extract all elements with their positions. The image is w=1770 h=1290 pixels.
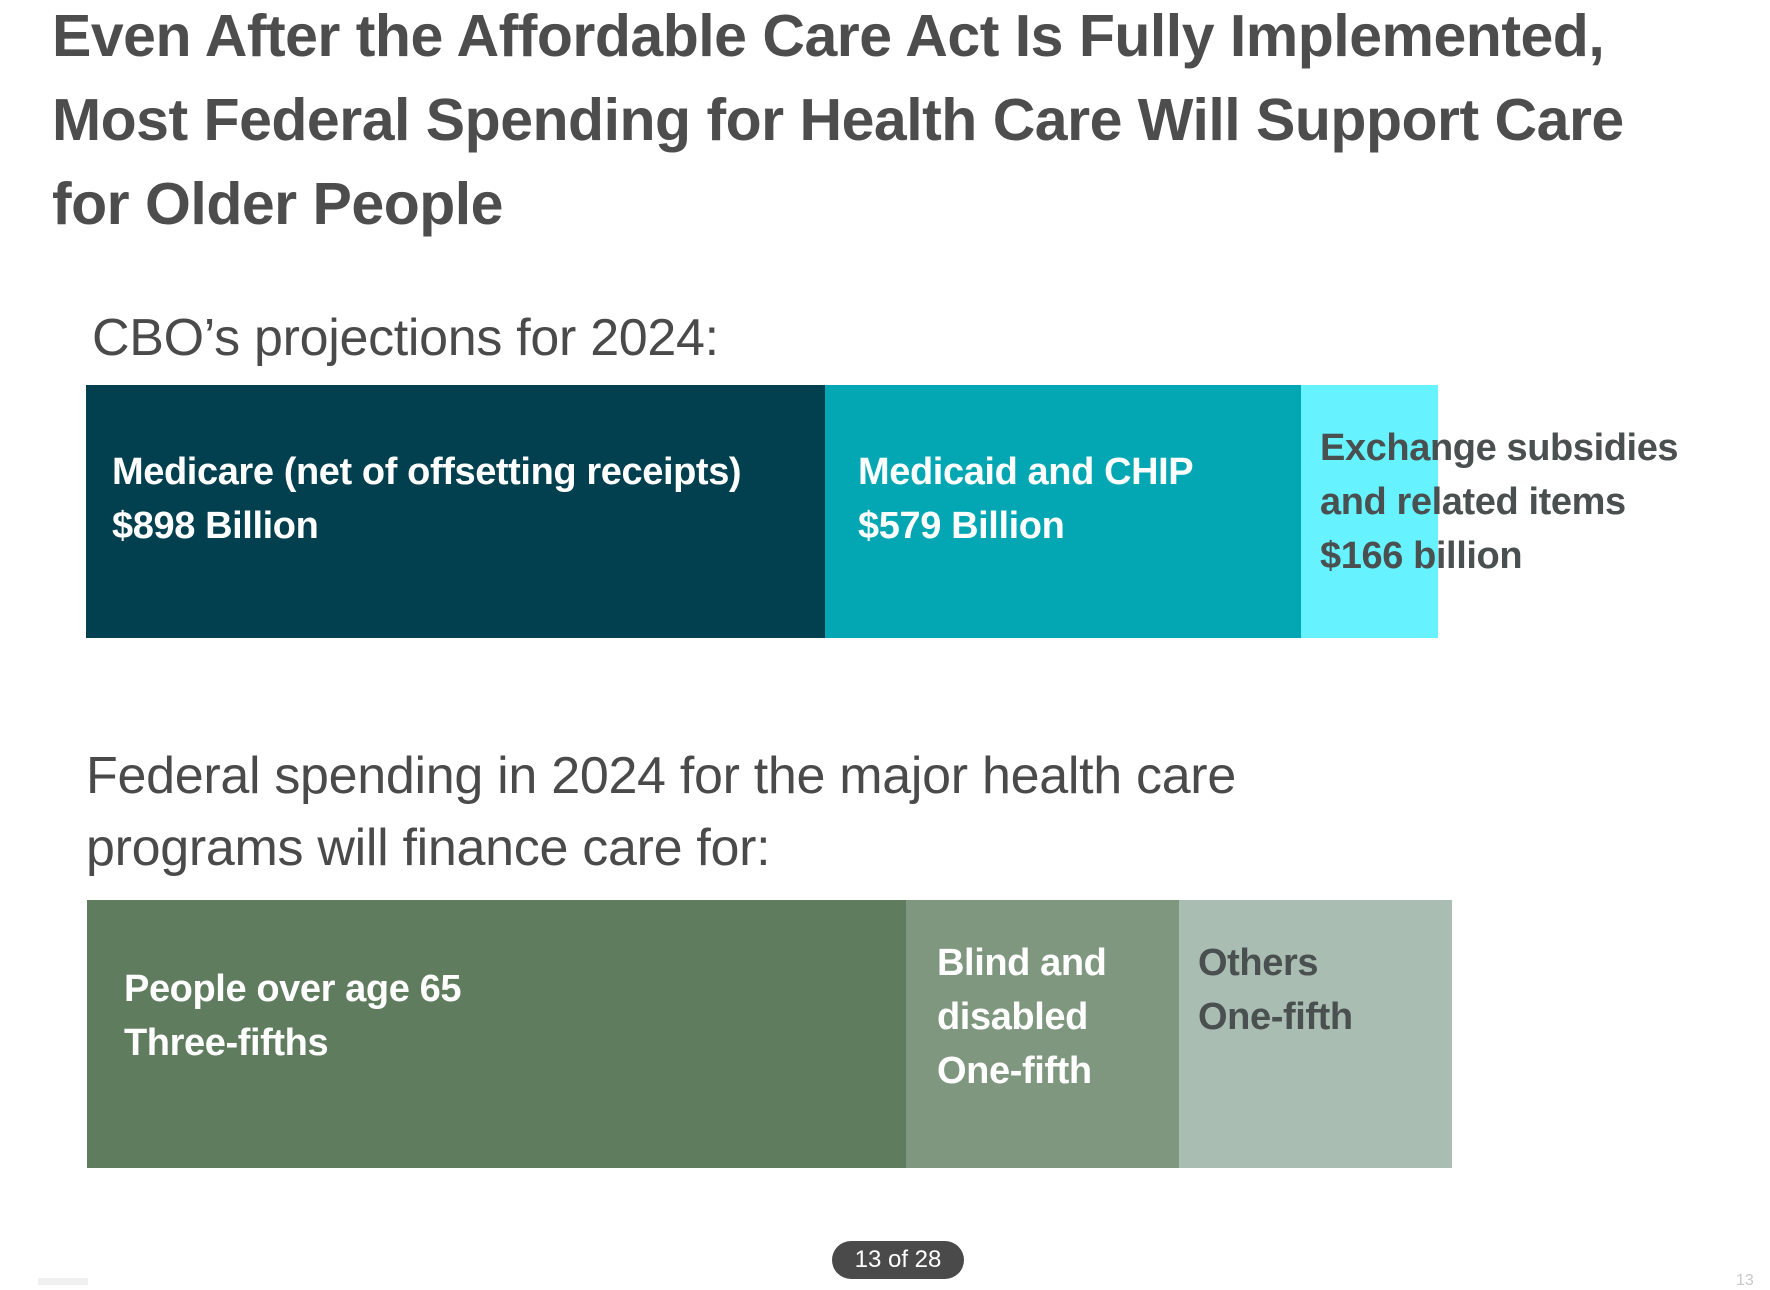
data-label-line: Exchange subsidies [1320,427,1679,469]
bar-segment-people-over-age-65 [87,900,906,1168]
data-label-line: $166 billion [1320,535,1523,577]
corner-page-number: 13 [1736,1272,1754,1289]
data-label-line: $898 Billion [112,505,319,547]
data-label: Others One-fifth [1198,936,1353,1044]
chart1-title: CBO’s projections for 2024: [92,309,719,367]
data-label-line: $579 Billion [858,505,1065,547]
data-label-line: disabled [937,996,1088,1038]
data-label: Exchange subsidies and related items $166 … [1320,421,1679,583]
title-line: Most Federal Spending for Health Care Wi… [52,87,1624,153]
bar-segment-medicaid-and-chip [825,385,1301,638]
bar-segment-exchange-subsidies-and-related-items [1301,385,1438,638]
bar-segment-blind-and-disabled [906,900,1179,1168]
data-label: People over age 65 Three-fifths [124,962,461,1070]
title-line: Even After the Affordable Care Act Is Fu… [52,3,1605,69]
footer-mark [38,1278,88,1285]
data-label-line: Medicaid and CHIP [858,451,1194,493]
data-label-line: One-fifth [937,1050,1092,1092]
slide-title: Even After the Affordable Care Act Is Fu… [52,0,1752,246]
data-label: Blind and disabled One-fifth [937,936,1107,1098]
chart2-title-line: Federal spending in 2024 for the major h… [86,747,1236,805]
spending-stacked-bar: Medicare (net of offsetting receipts) $89… [86,385,1679,638]
bar-segment-others [1179,900,1452,1168]
data-label-line: and related items [1320,481,1626,523]
title-line: for Older People [52,171,503,237]
data-label: Medicaid and CHIP $579 Billion [858,445,1194,553]
data-label: Medicare (net of offsetting receipts) $89… [112,445,742,553]
chart2-title: Federal spending in 2024 for the major h… [86,740,1486,884]
data-label-line: One-fifth [1198,996,1353,1038]
population-stacked-bar: People over age 65 Three-fifths Blind and d… [87,900,1452,1168]
data-label-line: Three-fifths [124,1022,329,1064]
data-label-line: Others [1198,942,1319,984]
data-label-line: Medicare (net of offsetting receipts) [112,451,742,493]
page-indicator: 13 of 28 [832,1241,964,1279]
data-label-line: Blind and [937,942,1107,984]
bar-segment-medicare-net-of-offsetting-receipts [86,385,825,638]
chart2-title-line: programs will finance care for: [86,819,771,877]
data-label-line: People over age 65 [124,968,462,1010]
